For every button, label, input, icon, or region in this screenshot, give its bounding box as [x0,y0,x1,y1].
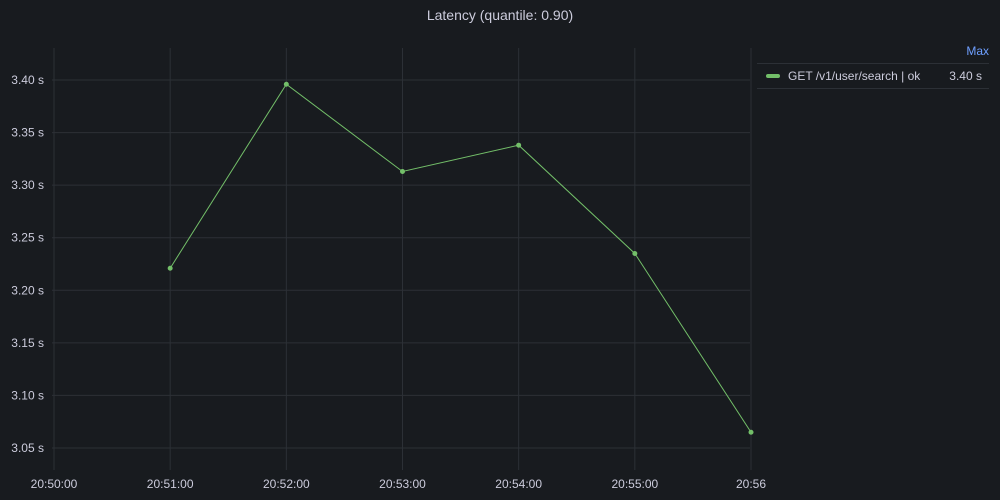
y-tick-label: 3.20 s [11,283,44,297]
y-tick-label: 3.40 s [11,73,44,87]
series-line[interactable] [169,83,752,433]
data-point[interactable] [167,265,173,271]
legend-item[interactable]: GET /v1/user/search | ok 3.40 s [757,64,989,89]
x-tick-label: 20:52:00 [263,477,310,491]
y-tick-label: 3.35 s [11,126,44,140]
x-tick-label: 20:56 [736,477,766,491]
panel-title: Latency (quantile: 0.90) [426,7,574,23]
y-tick-label: 3.30 s [11,178,44,192]
y-axis-ticks: 3.05 s 3.10 s 3.15 s 3.20 s 3.25 s 3.30 s 3.35… [11,73,44,455]
x-tick-label: 20:50:00 [31,477,78,491]
legend-swatch [766,74,780,78]
y-tick-label: 3.25 s [11,231,44,245]
x-tick-label: 20:51:00 [147,477,194,491]
data-point[interactable] [283,81,289,87]
series-layer[interactable] [167,81,754,435]
grid-lines [52,48,752,470]
legend-item-name: GET /v1/user/search | ok [788,69,921,83]
data-point[interactable] [632,250,638,256]
data-point[interactable] [516,142,522,148]
x-axis-ticks: 20:50:00 20:51:00 20:52:00 20:53:00 20:54:00… [31,477,767,491]
legend-max-header[interactable]: Max [757,41,989,64]
legend: Max GET /v1/user/search | ok 3.40 s [757,41,989,89]
legend-item-max-value: 3.40 s [949,69,982,83]
x-tick-label: 20:55:00 [611,477,658,491]
data-point[interactable] [748,429,754,435]
y-tick-label: 3.05 s [11,441,44,455]
y-tick-label: 3.15 s [11,336,44,350]
x-tick-label: 20:53:00 [379,477,426,491]
x-tick-label: 20:54:00 [495,477,542,491]
y-tick-label: 3.10 s [11,388,44,402]
data-point[interactable] [400,168,406,174]
